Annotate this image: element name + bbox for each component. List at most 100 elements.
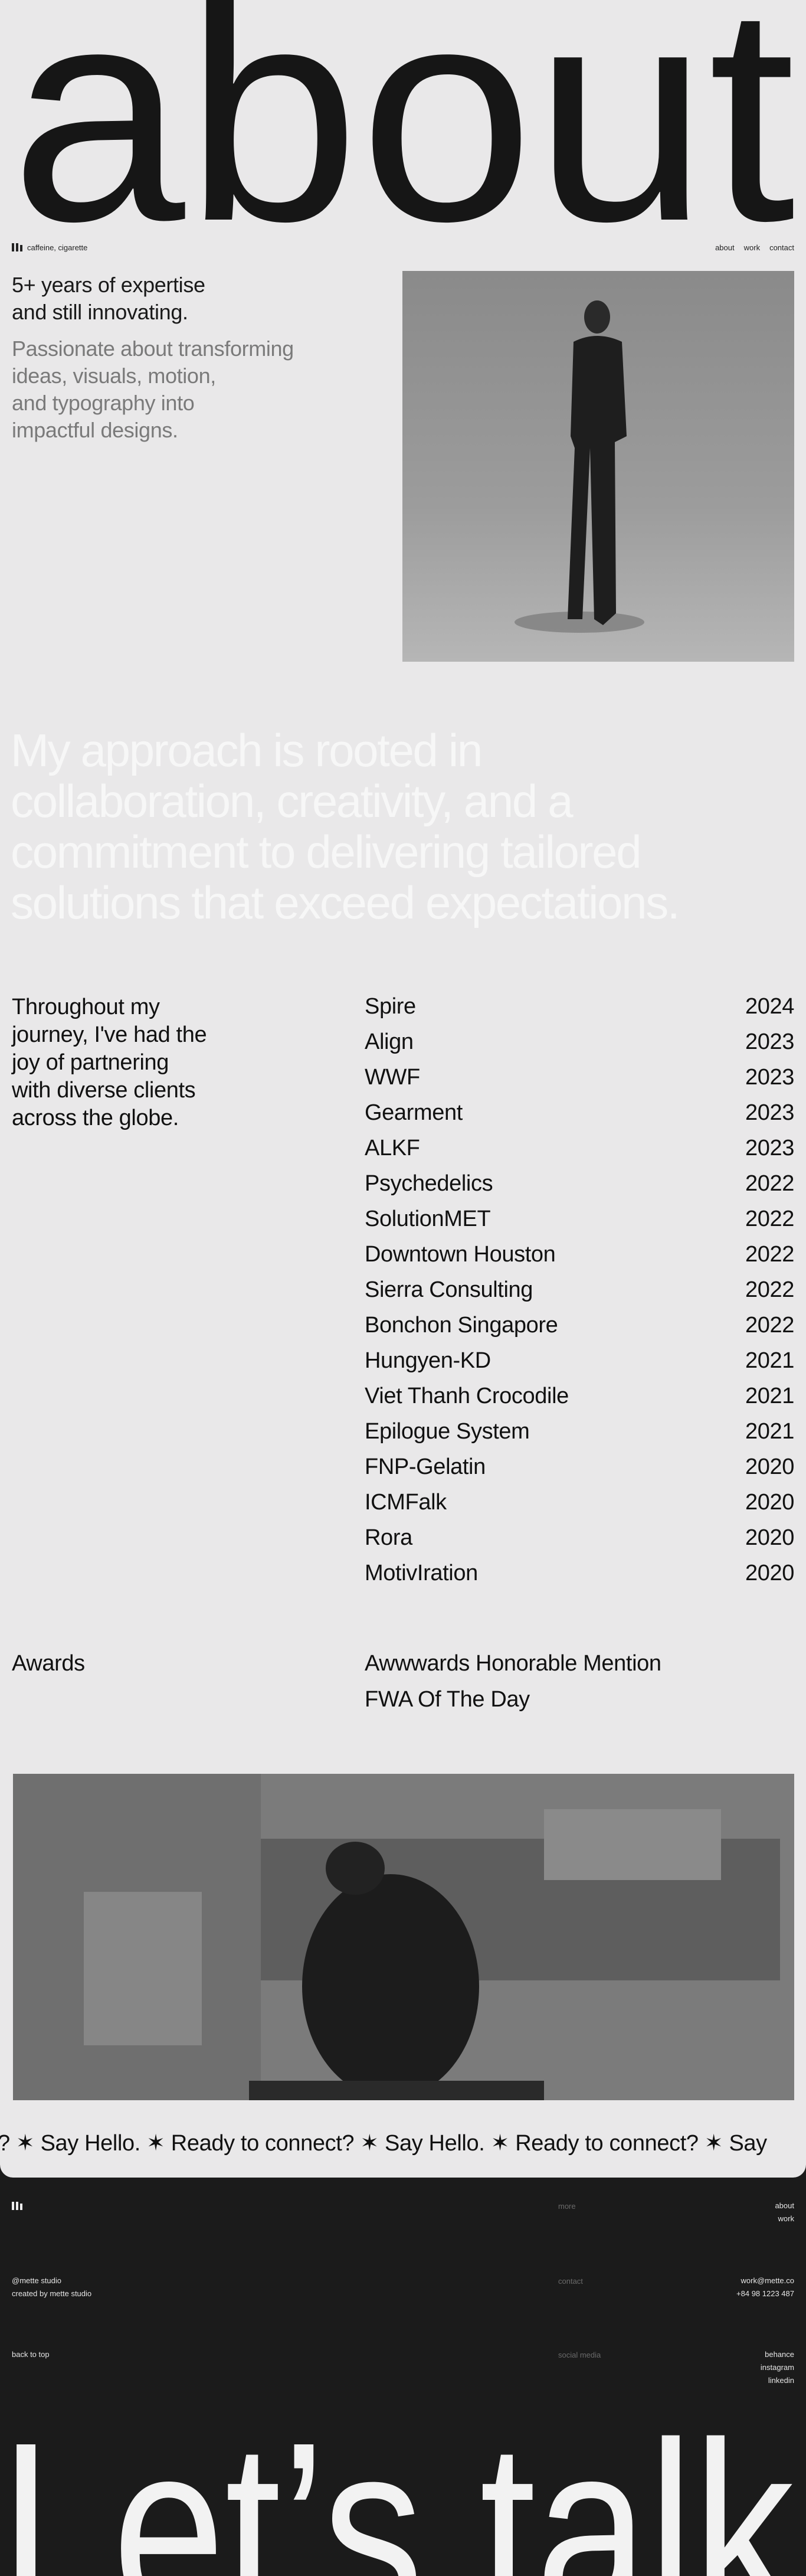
client-name: Align [365,1029,414,1054]
clients-intro: Throughout my journey, I've had the joy of… [12,993,207,1132]
client-year: 2020 [745,1560,794,1586]
light-section: about caffeine, cigarette about work conta… [0,0,806,2178]
client-year: 2023 [745,1029,794,1054]
client-name: MotivIration [365,1560,478,1586]
client-year: 2020 [745,1489,794,1515]
intro-line: and typography into [12,391,195,415]
client-name: Downtown Houston [365,1241,556,1267]
contact-line[interactable]: work@mette.co [741,2276,795,2285]
client-row: ALKF 2023 [365,1130,794,1166]
award: FWA Of The Day [365,1686,530,1712]
studio-line: @mette studio [12,2276,62,2285]
portrait-photo [402,271,794,662]
intro-line: impactful designs. [12,418,178,442]
client-name: Spire [365,993,416,1019]
client-row: Epilogue System 2021 [365,1414,794,1449]
client-year: 2023 [745,1064,794,1090]
client-name: ICMFalk [365,1489,447,1515]
client-year: 2024 [745,993,794,1019]
client-name: Rora [365,1525,412,1550]
client-name: FNP-Gelatin [365,1454,486,1479]
intro-line: and still innovating. [12,300,188,324]
client-row: Spire 2024 [365,989,794,1024]
client-row: MotivIration 2020 [365,1555,794,1591]
logo [12,243,22,251]
client-year: 2021 [745,1383,794,1408]
intro-description: Passionate about transforming ideas, visu… [12,335,294,444]
more-label: more [558,2202,576,2211]
statement-line: My approach is rooted in [11,724,483,776]
awards-label: Awards [12,1651,85,1676]
studio: @mette studio created by mette studio [12,2274,91,2300]
statement: My approach is rooted in collaboration, c… [11,725,801,928]
client-name: Bonchon Singapore [365,1312,558,1338]
social-link[interactable]: instagram [760,2363,794,2372]
intro-line: Passionate about transforming [12,336,294,361]
social-link[interactable]: linkedin [768,2376,794,2385]
intro-headline: 5+ years of expertise and still innovatin… [12,272,205,326]
clients-intro-line: with diverse clients [12,1078,196,1103]
nav-link[interactable]: contact [769,243,794,252]
statement-line: solutions that exceed expectations. [11,877,680,929]
contact-label: contact [558,2277,583,2286]
intro-line: ideas, visuals, motion, [12,364,216,388]
nav: about work contact [715,243,794,252]
client-name: ALKF [365,1135,420,1160]
client-row: SolutionMET 2022 [365,1201,794,1237]
back-photo [13,1774,794,2100]
footer-link[interactable]: work [778,2214,794,2223]
client-year: 2021 [745,1348,794,1373]
client-name: Psychedelics [365,1171,493,1196]
client-row: Hungyen-KD 2021 [365,1343,794,1378]
footer-link[interactable]: about [775,2201,794,2210]
client-name: Epilogue System [365,1418,530,1444]
client-name: WWF [365,1064,420,1090]
client-name: SolutionMET [365,1206,491,1231]
cta-svg: Let’s talk [0,2420,797,2576]
tagline: caffeine, cigarette [27,243,88,252]
social-label: social media [558,2351,601,2359]
client-name: Hungyen-KD [365,1348,491,1373]
client-year: 2022 [745,1241,794,1267]
social-links: behance instagram linkedin [761,2348,794,2387]
marquee: ? ✶ Say Hello. ✶ Ready to connect? ✶ Say… [0,2131,767,2156]
client-row: Sierra Consulting 2022 [365,1272,794,1307]
client-year: 2022 [745,1277,794,1302]
client-row: Downtown Houston 2022 [365,1237,794,1272]
nav-link[interactable]: about [715,243,735,252]
contact: work@mette.co +84 98 1223 487 [736,2274,794,2300]
studio-line: created by mette studio [12,2289,92,2298]
client-row: Viet Thanh Crocodile 2021 [365,1378,794,1414]
client-row: Rora 2020 [365,1520,794,1555]
clients-intro-line: joy of partnering [12,1050,169,1075]
back-to-top[interactable]: back to top [12,2350,50,2359]
clients-intro-line: across the globe. [12,1106,179,1130]
contact-line[interactable]: +84 98 1223 487 [736,2289,794,2298]
client-row: ICMFalk 2020 [365,1485,794,1520]
client-row: Psychedelics 2022 [365,1166,794,1201]
statement-line: commitment to delivering tailored [11,826,642,878]
statement-line: collaboration, creativity, and a [11,775,574,827]
clients-intro-line: Throughout my [12,995,160,1019]
clients-intro-line: journey, I've had the [12,1022,207,1047]
client-row: WWF 2023 [365,1060,794,1095]
client-row: FNP-Gelatin 2020 [365,1449,794,1485]
client-year: 2022 [745,1312,794,1338]
client-year: 2020 [745,1525,794,1550]
client-row: Gearment 2023 [365,1095,794,1130]
client-year: 2022 [745,1171,794,1196]
client-row: Bonchon Singapore 2022 [365,1307,794,1343]
social-link[interactable]: behance [765,2350,794,2359]
hero-title: about [11,0,797,230]
cta[interactable]: Let’s talk [0,2420,797,2576]
nav-link[interactable]: work [743,243,761,252]
client-row: Align 2023 [365,1024,794,1060]
more-links: about work [775,2199,794,2225]
hero-title-svg: about [11,0,797,230]
client-name: Gearment [365,1100,463,1125]
client-year: 2023 [745,1100,794,1125]
client-year: 2020 [745,1454,794,1479]
client-year: 2022 [745,1206,794,1231]
intro-line: 5+ years of expertise [12,273,205,297]
